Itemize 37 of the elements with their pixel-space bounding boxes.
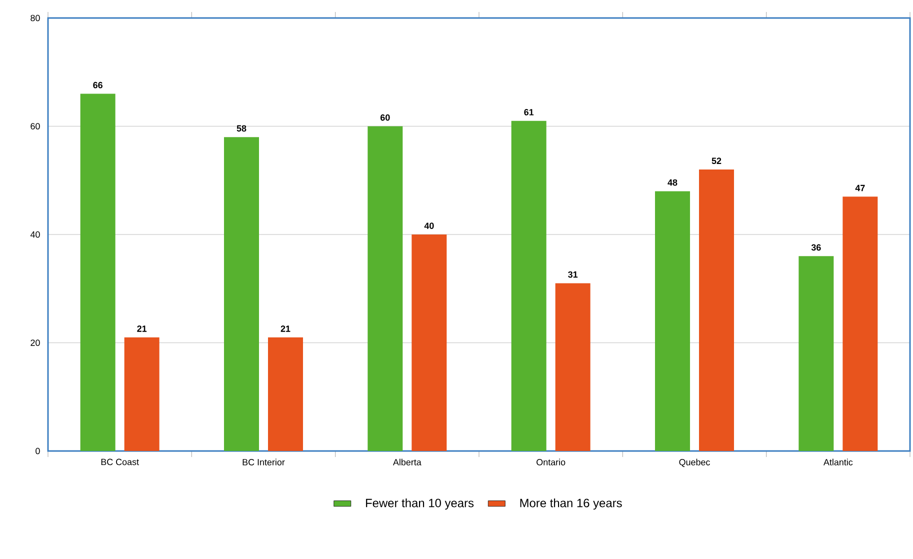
legend-label: More than 16 years xyxy=(520,498,622,510)
bar xyxy=(555,283,590,451)
data-label: 40 xyxy=(424,222,434,229)
y-tick-label: 40 xyxy=(30,231,40,238)
y-tick-label: 0 xyxy=(36,448,40,454)
data-label: 47 xyxy=(855,184,865,192)
data-label: 58 xyxy=(236,125,246,132)
x-tick-label: BC Interior xyxy=(242,458,285,466)
legend-label: Fewer than 10 years xyxy=(366,498,474,510)
data-label: 21 xyxy=(280,326,290,332)
y-tick-label: 60 xyxy=(30,123,40,130)
data-label: 21 xyxy=(137,326,147,332)
bar xyxy=(798,256,834,451)
bar xyxy=(842,196,878,451)
data-label: 60 xyxy=(380,114,390,121)
bar xyxy=(412,234,447,451)
bar xyxy=(224,137,259,451)
x-tick-label: Ontario xyxy=(536,458,566,466)
x-tick-label: Quebec xyxy=(679,458,710,467)
bar xyxy=(511,120,546,451)
data-label: 36 xyxy=(811,244,821,251)
x-tick-label: BC Coast xyxy=(101,458,139,466)
data-label: 61 xyxy=(524,108,534,116)
bar xyxy=(655,191,690,451)
data-label: 31 xyxy=(568,271,578,278)
x-tick-label: Atlantic xyxy=(823,458,853,466)
y-tick-label: 80 xyxy=(30,14,40,22)
bar xyxy=(124,337,160,451)
x-tick-label: Alberta xyxy=(392,458,422,466)
bar xyxy=(268,337,304,451)
data-label: 48 xyxy=(668,179,678,186)
y-tick-label: 20 xyxy=(30,340,40,346)
data-label: 66 xyxy=(93,82,102,88)
bar xyxy=(80,94,116,451)
data-label: 52 xyxy=(712,158,722,164)
bar xyxy=(368,126,403,451)
bar xyxy=(699,170,734,451)
